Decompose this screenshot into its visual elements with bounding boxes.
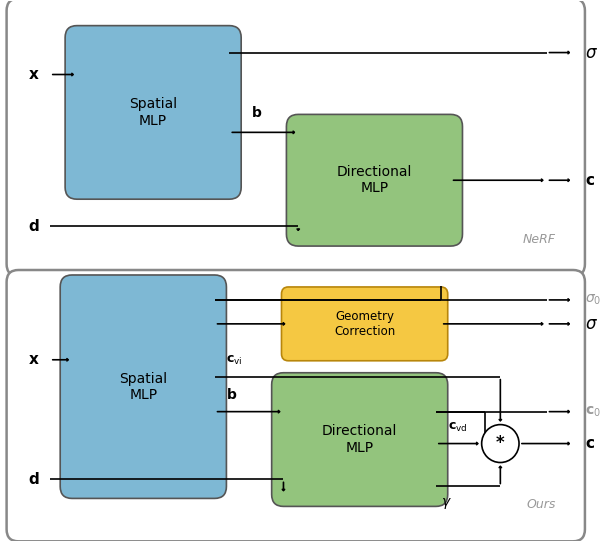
FancyBboxPatch shape xyxy=(272,373,448,506)
Text: Ours: Ours xyxy=(526,499,556,512)
Text: $\sigma$: $\sigma$ xyxy=(585,315,598,333)
Text: $\mathbf{b}$: $\mathbf{b}$ xyxy=(251,105,262,120)
Text: $\gamma$: $\gamma$ xyxy=(441,496,452,512)
Text: $\mathbf{x}$: $\mathbf{x}$ xyxy=(28,67,40,82)
Text: Spatial
MLP: Spatial MLP xyxy=(129,98,177,127)
Text: $\mathbf{c}$: $\mathbf{c}$ xyxy=(585,173,595,188)
Text: $\sigma$: $\sigma$ xyxy=(585,43,598,62)
Text: $\mathbf{x}$: $\mathbf{x}$ xyxy=(28,352,40,367)
Text: $\mathbf{c}_0$: $\mathbf{c}_0$ xyxy=(585,404,601,419)
FancyBboxPatch shape xyxy=(281,287,448,361)
Text: $\mathbf{d}$: $\mathbf{d}$ xyxy=(28,472,40,487)
Text: $\mathbf{c}$: $\mathbf{c}$ xyxy=(585,436,595,451)
Text: NeRF: NeRF xyxy=(522,233,556,246)
FancyBboxPatch shape xyxy=(7,0,585,276)
FancyBboxPatch shape xyxy=(7,270,585,541)
Text: *: * xyxy=(496,434,505,451)
Text: $\mathbf{d}$: $\mathbf{d}$ xyxy=(28,218,40,234)
Text: $\mathbf{b}$: $\mathbf{b}$ xyxy=(226,386,238,402)
Text: Spatial
MLP: Spatial MLP xyxy=(119,372,167,402)
Text: $\mathbf{c}_{\rm vd}$: $\mathbf{c}_{\rm vd}$ xyxy=(448,421,467,434)
Text: $\mathbf{c}_{\rm vi}$: $\mathbf{c}_{\rm vi}$ xyxy=(226,353,243,367)
Text: $\sigma_0$: $\sigma_0$ xyxy=(585,293,601,307)
Circle shape xyxy=(481,424,519,462)
Text: Directional
MLP: Directional MLP xyxy=(337,165,412,195)
Text: Geometry
Correction: Geometry Correction xyxy=(334,310,395,338)
Text: Directional
MLP: Directional MLP xyxy=(322,424,397,455)
FancyBboxPatch shape xyxy=(60,275,227,499)
FancyBboxPatch shape xyxy=(65,25,241,199)
FancyBboxPatch shape xyxy=(286,114,463,246)
